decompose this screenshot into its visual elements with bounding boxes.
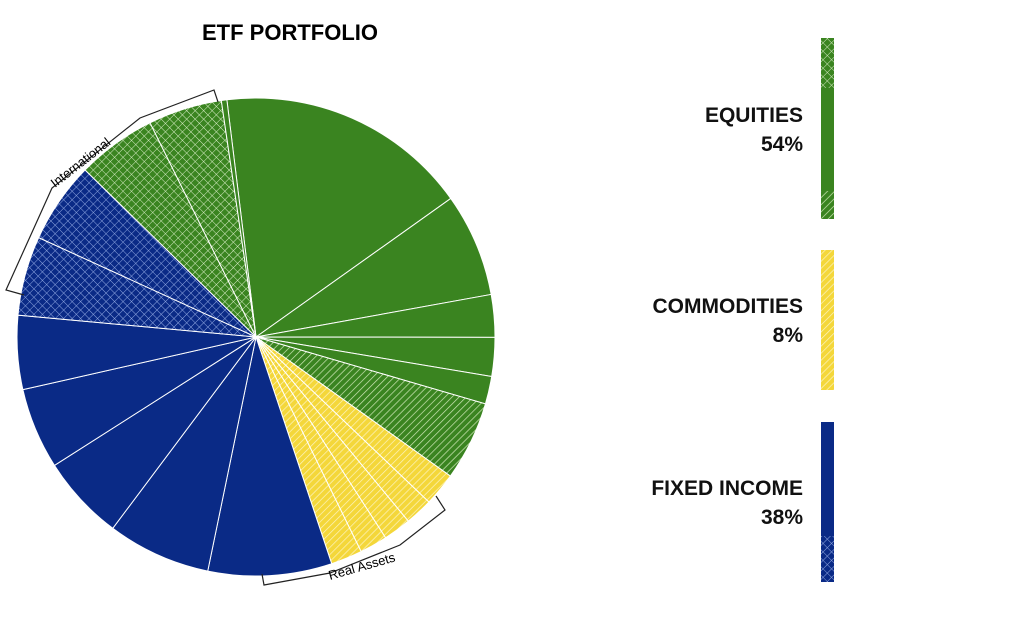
international-bracket-line: [5, 89, 219, 296]
legend-equities-percent: 54%: [761, 133, 803, 156]
legend-item-fixed-income: FIXED INCOME 38%: [651, 422, 834, 582]
legend-fixed-income-swatch-solid: [821, 422, 834, 536]
legend-fixed-income-swatch-crosshatch: [821, 536, 834, 582]
legend-equities-swatch-solid: [821, 88, 834, 191]
legend-equities-swatch-hatch: [821, 191, 834, 219]
pie: [16, 97, 496, 577]
legend: EQUITIES 54% COMMODITIES 8% FIXED INCOME…: [651, 38, 834, 582]
legend-commodities-swatch: [821, 250, 834, 390]
legend-fixed-income-name: FIXED INCOME: [651, 477, 803, 500]
pie-slice-fixed-income-12: [112, 336, 257, 572]
legend-fixed-income-percent: 38%: [761, 506, 803, 529]
legend-equities-name: EQUITIES: [705, 104, 803, 127]
legend-item-equities: EQUITIES 54%: [705, 38, 834, 219]
legend-commodities-name: COMMODITIES: [653, 295, 804, 318]
legend-equities-swatch-crosshatch: [821, 38, 834, 88]
pie-slice-equities-0: [226, 97, 452, 338]
pie-slice-equities-1: [255, 197, 492, 338]
real-assets-bracket-line: [261, 495, 446, 586]
legend-commodities-percent: 8%: [773, 324, 804, 347]
legend-item-commodities: COMMODITIES 8%: [653, 250, 834, 390]
pie-slice-fixed-income-11: [207, 335, 333, 577]
pie-slice-equities-20: [220, 99, 257, 338]
chart-title: ETF PORTFOLIO: [202, 20, 378, 45]
